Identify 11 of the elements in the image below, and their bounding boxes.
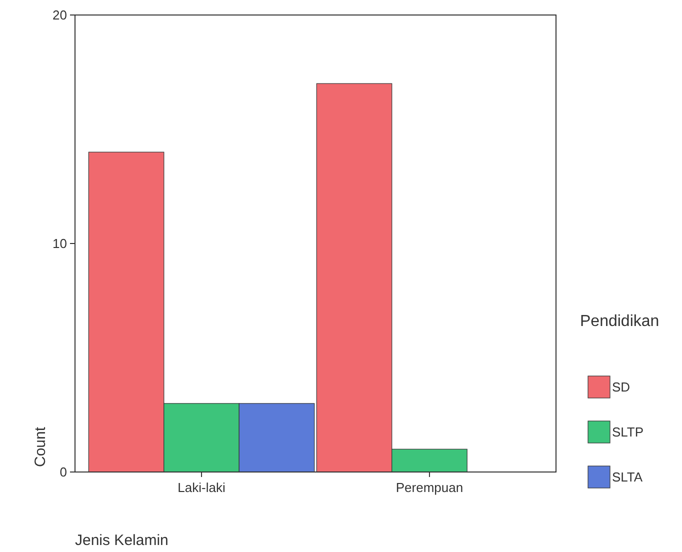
y-tick-label: 20 (52, 8, 67, 23)
y-tick-label: 10 (52, 236, 67, 252)
legend-label: SD (612, 380, 630, 395)
x-tick-label: Laki-laki (178, 480, 226, 495)
x-axis-title: Jenis Kelamin (75, 532, 168, 549)
y-axis-title: Count (32, 426, 49, 468)
y-tick-label: 0 (60, 464, 67, 480)
legend-label: SLTA (612, 470, 643, 485)
legend-label: SLTP (612, 424, 644, 440)
x-tick-label: Perempuan (396, 480, 464, 495)
legend-title: Pendidikan (580, 313, 660, 330)
